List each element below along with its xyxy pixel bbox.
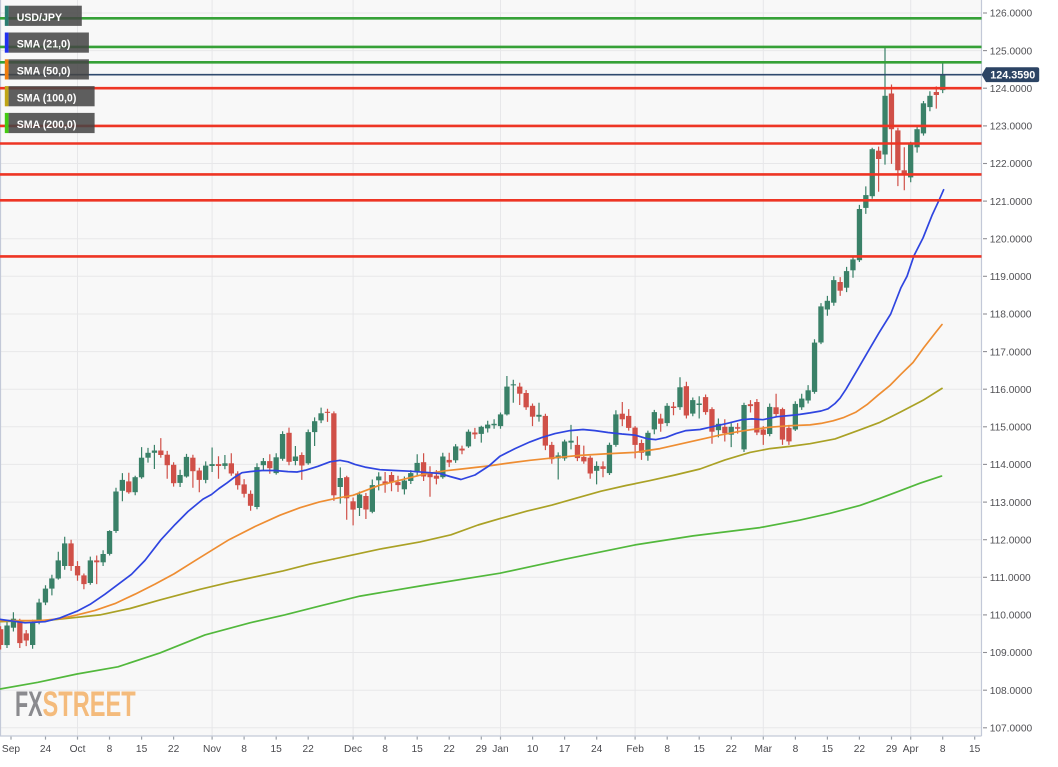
svg-text:8: 8 (241, 744, 247, 755)
svg-text:USD/JPY: USD/JPY (17, 12, 62, 24)
svg-text:SMA (21,0): SMA (21,0) (17, 39, 71, 51)
svg-text:15: 15 (412, 744, 424, 755)
svg-text:22: 22 (444, 744, 456, 755)
svg-text:124.0000: 124.0000 (990, 84, 1033, 95)
svg-text:24: 24 (591, 744, 603, 755)
svg-text:8: 8 (664, 744, 670, 755)
svg-text:Apr: Apr (903, 744, 919, 755)
svg-text:112.0000: 112.0000 (990, 535, 1032, 546)
svg-text:24: 24 (40, 744, 52, 755)
svg-text:22: 22 (726, 744, 738, 755)
svg-text:117.0000: 117.0000 (990, 347, 1032, 358)
svg-text:SMA (50,0): SMA (50,0) (17, 66, 71, 78)
svg-text:123.0000: 123.0000 (990, 122, 1033, 133)
svg-text:15: 15 (694, 744, 706, 755)
svg-text:111.0000: 111.0000 (990, 573, 1031, 584)
svg-text:116.0000: 116.0000 (990, 385, 1032, 396)
svg-text:FX: FX (15, 686, 43, 725)
svg-text:125.0000: 125.0000 (990, 46, 1033, 57)
svg-text:Sep: Sep (2, 744, 20, 755)
svg-text:22: 22 (303, 744, 315, 755)
svg-text:10: 10 (527, 744, 539, 755)
svg-text:22: 22 (168, 744, 180, 755)
svg-text:8: 8 (793, 744, 799, 755)
svg-text:SMA (200,0): SMA (200,0) (17, 119, 77, 131)
svg-text:SMA (100,0): SMA (100,0) (17, 92, 77, 104)
svg-text:Feb: Feb (626, 744, 644, 755)
svg-text:120.0000: 120.0000 (990, 234, 1033, 245)
svg-text:109.0000: 109.0000 (990, 648, 1033, 659)
svg-text:8: 8 (940, 744, 946, 755)
svg-text:115.0000: 115.0000 (990, 423, 1032, 434)
svg-text:15: 15 (822, 744, 834, 755)
svg-text:29: 29 (476, 744, 488, 755)
svg-text:110.0000: 110.0000 (990, 611, 1032, 622)
svg-text:118.0000: 118.0000 (990, 310, 1032, 321)
svg-text:108.0000: 108.0000 (990, 686, 1033, 697)
svg-text:107.0000: 107.0000 (990, 724, 1033, 735)
svg-text:Nov: Nov (203, 744, 222, 755)
svg-text:113.0000: 113.0000 (990, 498, 1032, 509)
svg-text:119.0000: 119.0000 (990, 272, 1032, 283)
svg-text:15: 15 (136, 744, 148, 755)
svg-text:15: 15 (271, 744, 283, 755)
svg-text:121.0000: 121.0000 (990, 197, 1033, 208)
svg-text:29: 29 (886, 744, 898, 755)
svg-text:Dec: Dec (344, 744, 362, 755)
svg-text:124.3590: 124.3590 (990, 70, 1035, 82)
svg-text:114.0000: 114.0000 (990, 460, 1032, 471)
svg-text:126.0000: 126.0000 (990, 9, 1033, 20)
svg-text:Oct: Oct (70, 744, 86, 755)
svg-text:22: 22 (854, 744, 866, 755)
svg-text:Jan: Jan (492, 744, 508, 755)
svg-text:Mar: Mar (755, 744, 773, 755)
svg-text:122.0000: 122.0000 (990, 159, 1033, 170)
svg-text:15: 15 (969, 744, 981, 755)
svg-text:17: 17 (559, 744, 571, 755)
svg-text:8: 8 (382, 744, 388, 755)
svg-text:STREET: STREET (43, 686, 136, 725)
svg-text:8: 8 (107, 744, 113, 755)
